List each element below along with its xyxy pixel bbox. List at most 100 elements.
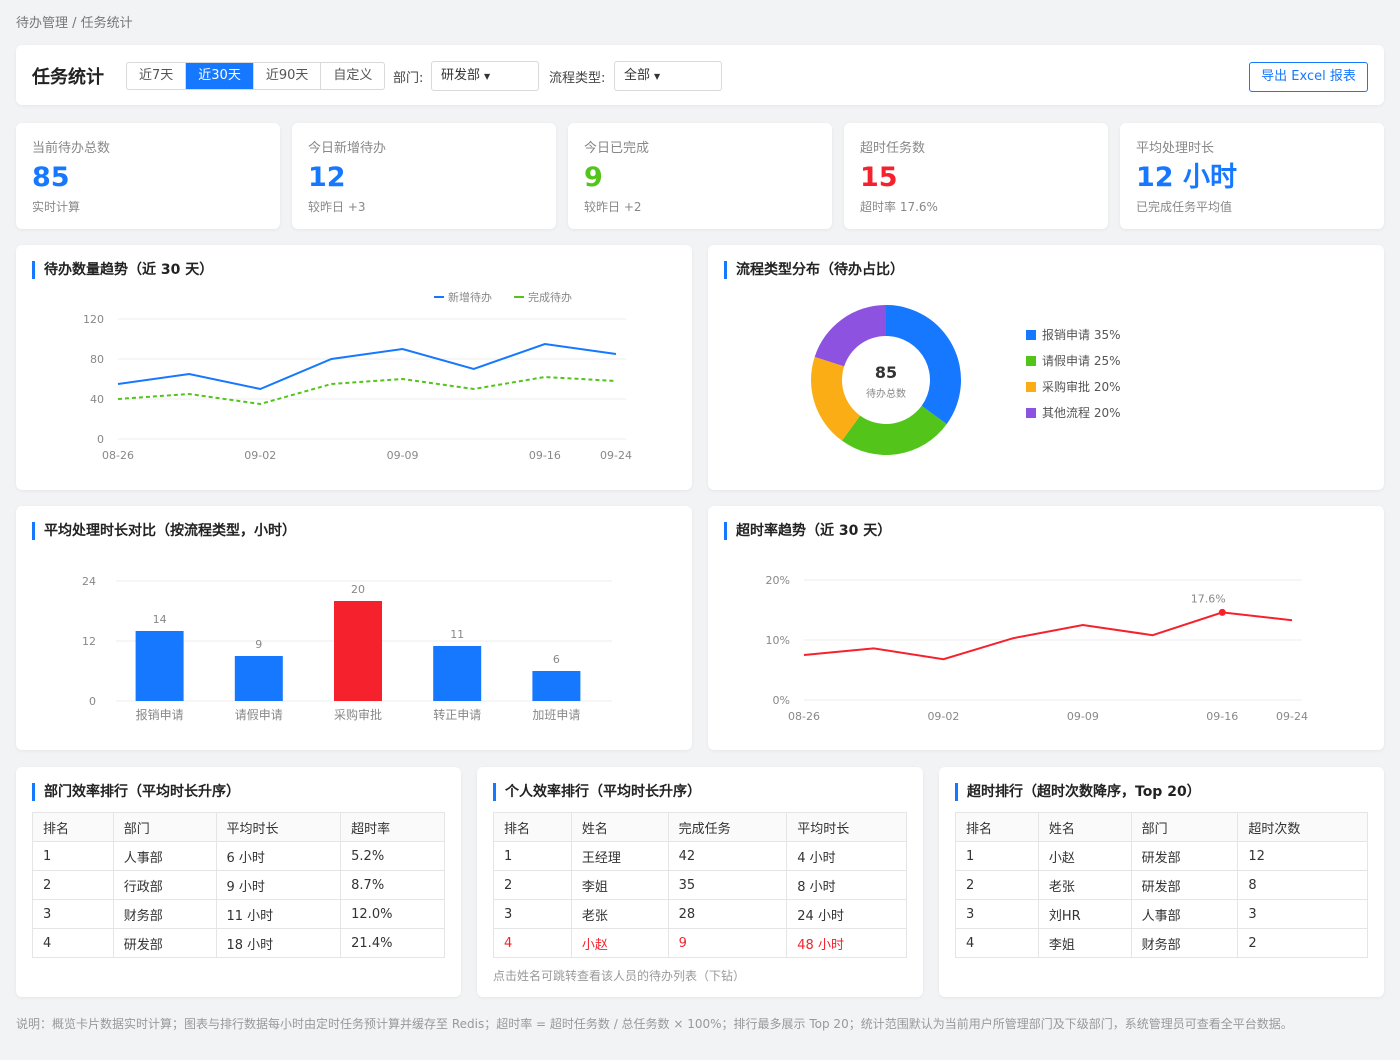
- column-header: 平均时长: [786, 812, 907, 842]
- pie-slice: [811, 356, 861, 441]
- person-name-link[interactable]: 李姐: [570, 870, 669, 900]
- table-cell: 12.0%: [340, 899, 445, 929]
- stat-value: 12: [308, 162, 346, 193]
- table-row: 2 行政部 9 小时 8.7%: [32, 870, 445, 900]
- caret-down-icon: ▼: [484, 72, 491, 81]
- table-cell: 11 小时: [215, 899, 342, 929]
- bar: [433, 646, 482, 701]
- table-row: 3 财务部 11 小时 12.0%: [32, 899, 445, 929]
- x-tick-label: 08-26: [102, 449, 134, 462]
- table-row: 1 小赵 研发部 12: [955, 841, 1368, 871]
- person-name-link[interactable]: 王经理: [570, 841, 669, 871]
- stat-sub: 较昨日 +3: [308, 200, 366, 214]
- stat-sub: 超时率 17.6%: [860, 200, 938, 214]
- footer-note: 说明：概览卡片数据实时计算；图表与排行数据每小时由定时任务预计算并缓存至 Red…: [16, 1017, 1293, 1031]
- table-cell: 4: [32, 928, 114, 958]
- duration-compare-card: 平均处理时长对比（按流程类型，小时） 0 12 24 14 报销申请 9 请假申请 20 采购审…: [16, 506, 692, 750]
- bar: [234, 656, 283, 701]
- dept-select[interactable]: 研发部 ▼: [431, 61, 539, 91]
- section-title: 平均处理时长对比（按流程类型，小时）: [32, 522, 296, 540]
- x-tick-label: 08-26: [788, 710, 820, 723]
- legend-label: 采购审批 20%: [1042, 379, 1121, 394]
- overtime-rate-chart: 0% 10% 20% 08-26 09-02 09-09 09-16 09-24 17.6%: [766, 574, 1308, 723]
- legend-swatch: [1026, 356, 1036, 366]
- table-cell: 研发部: [1130, 841, 1239, 871]
- person-name-link[interactable]: 老张: [570, 899, 669, 929]
- stat-label: 当前待办总数: [32, 141, 111, 156]
- column-header: 排名: [955, 812, 1039, 842]
- table-cell: 2: [955, 870, 1039, 900]
- table-cell: 3: [32, 899, 114, 929]
- dept-ranking-table: 排名 部门 平均时长 超时率 1 人事部 6 小时 5.2% 2 行政部 9 小时 8.7% 3 财务部 1…: [32, 812, 445, 958]
- table-cell: 4: [955, 928, 1039, 958]
- legend-swatch: [1026, 330, 1036, 340]
- flow-distribution-chart: 85 待办总数 报销申请 35% 请假申请 25% 采购审批 20% 其他流程 20%: [811, 305, 1121, 455]
- table-cell: 财务部: [1130, 928, 1239, 958]
- table-cell: 9 小时: [215, 870, 342, 900]
- overtime-ranking-table: 排名 姓名 部门 超时次数 1 小赵 研发部 12 2 老张 研发部 8 3 刘HR 人事部 3 4 李姐 财务部 2: [955, 812, 1368, 958]
- table-cell: 4: [493, 928, 572, 958]
- stat-label: 今日已完成: [584, 141, 650, 156]
- overtime-rate-card: 超时率趋势（近 30 天） 0% 10% 20% 08-26 09-02 09-09 09-…: [708, 506, 1384, 750]
- column-header: 平均时长: [215, 812, 342, 842]
- stat-sub: 较昨日 +2: [584, 200, 642, 214]
- export-excel-button[interactable]: 导出 Excel 报表: [1249, 62, 1368, 92]
- column-header: 排名: [32, 812, 114, 842]
- y-tick-label: 20%: [766, 574, 790, 587]
- legend-label: 报销申请 35%: [1042, 327, 1121, 342]
- bar: [135, 631, 184, 701]
- table-cell: 李姐: [1037, 928, 1132, 958]
- x-tick-label: 09-02: [927, 710, 959, 723]
- x-category-label: 加班申请: [532, 708, 580, 722]
- bar-value-label: 20: [351, 583, 365, 596]
- x-tick-label: 09-02: [244, 449, 276, 462]
- table-row: 1 人事部 6 小时 5.2%: [32, 841, 445, 871]
- table-cell: 财务部: [112, 899, 217, 929]
- donut-center-value: 85: [875, 363, 897, 382]
- column-header: 姓名: [1037, 812, 1132, 842]
- pie-slice: [841, 405, 947, 455]
- stat-value: 12 小时: [1136, 162, 1237, 193]
- y-tick-label: 80: [90, 353, 104, 366]
- person-name-link[interactable]: 小赵: [570, 928, 669, 958]
- dept-filter-label: 部门:: [393, 71, 424, 86]
- range-option-7d[interactable]: 近7天: [127, 63, 187, 89]
- legend-label: 请假申请 25%: [1042, 354, 1121, 368]
- column-header: 完成任务: [667, 812, 788, 842]
- table-cell: 4 小时: [786, 841, 907, 871]
- section-title: 部门效率排行（平均时长升序）: [32, 783, 240, 801]
- range-selector: 近7天 近30天 近90天 自定义: [126, 62, 386, 90]
- range-option-30d[interactable]: 近30天: [186, 63, 254, 89]
- y-tick-label: 120: [83, 313, 104, 326]
- range-option-custom[interactable]: 自定义: [333, 68, 373, 83]
- table-cell: 8 小时: [786, 870, 907, 900]
- dept-select-value: 研发部: [441, 68, 481, 83]
- table-row: 2 李姐 35 8 小时: [493, 870, 907, 900]
- legend-label: 完成待办: [528, 290, 572, 304]
- table-cell: 1: [955, 841, 1039, 871]
- range-option-90d[interactable]: 近90天: [254, 63, 322, 89]
- breadcrumb: 待办管理 / 任务统计: [16, 16, 133, 31]
- x-category-label: 转正申请: [433, 707, 481, 722]
- table-cell: 3: [955, 899, 1039, 929]
- table-row: 3 老张 28 24 小时: [493, 899, 907, 929]
- x-category-label: 请假申请: [235, 708, 283, 722]
- person-ranking-card: 个人效率排行（平均时长升序） 排名 姓名 完成任务 平均时长 1 王经理 42 4 小时 2 李姐…: [477, 767, 923, 997]
- stat-card-avg-duration: 平均处理时长 12 小时 已完成任务平均值: [1120, 123, 1384, 229]
- legend-swatch: [1026, 408, 1036, 418]
- stat-value: 9: [584, 162, 603, 193]
- duration-bar-chart: 0 12 24 14 报销申请 9 请假申请 20 采购审批 11 转正申请 6 加班申请: [82, 575, 612, 722]
- table-cell: 行政部: [112, 870, 217, 900]
- flow-type-select[interactable]: 全部 ▼: [614, 61, 722, 91]
- stat-value: 85: [32, 162, 70, 193]
- y-tick-label: 12: [82, 635, 96, 648]
- x-category-label: 报销申请: [136, 707, 184, 722]
- column-header: 超时次数: [1237, 812, 1368, 842]
- table-cell: 8: [1237, 870, 1368, 900]
- stat-sub: 实时计算: [32, 200, 81, 214]
- column-header: 部门: [1130, 812, 1239, 842]
- flow-select-value: 全部: [624, 68, 651, 83]
- table-header-row: 排名 部门 平均时长 超时率: [32, 812, 445, 842]
- x-tick-label: 09-09: [387, 449, 419, 462]
- bar-value-label: 6: [553, 653, 560, 666]
